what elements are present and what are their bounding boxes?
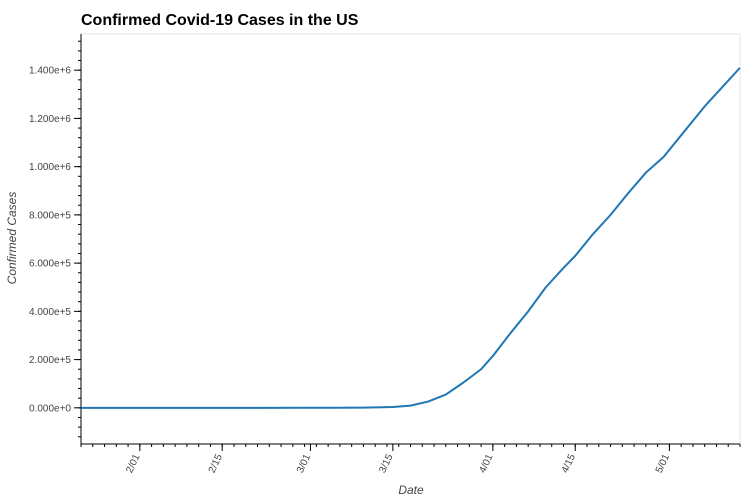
x-tick-label: 3/15 — [377, 452, 395, 475]
x-tick-label: 2/15 — [207, 452, 225, 475]
y-tick-label: 1.000e+6 — [29, 162, 71, 173]
x-axis-label: Date — [398, 483, 424, 497]
x-tick-label: 4/01 — [477, 452, 495, 475]
chart-title: Confirmed Covid-19 Cases in the US — [81, 12, 359, 29]
series-line-0 — [81, 67, 741, 409]
y-axis: 0.000e+0 2.000e+5 4.000e+5 6.000e+5 8.000e+5… — [29, 34, 82, 444]
y-tick-label: 2.000e+5 — [29, 355, 71, 366]
x-tick-label: 3/01 — [295, 452, 313, 475]
x-tick-label: 5/01 — [654, 452, 672, 475]
y-axis-label: Confirmed Cases — [5, 192, 19, 285]
series-layer — [81, 67, 741, 409]
plot-frame — [80, 33, 741, 445]
y-tick-label: 8.000e+5 — [29, 210, 71, 221]
x-tick-label: 2/01 — [124, 452, 142, 475]
y-tick-label: 1.200e+6 — [29, 114, 71, 125]
x-axis: 2/01 2/15 3/01 3/15 4/01 4/15 5/01 — [80, 443, 741, 475]
x-tick-label: 4/15 — [560, 452, 578, 475]
y-tick-label: 1.400e+6 — [29, 66, 71, 77]
y-tick-label: 0.000e+0 — [29, 403, 71, 414]
y-tick-label: 4.000e+5 — [29, 307, 71, 318]
y-tick-label: 6.000e+5 — [29, 259, 71, 270]
